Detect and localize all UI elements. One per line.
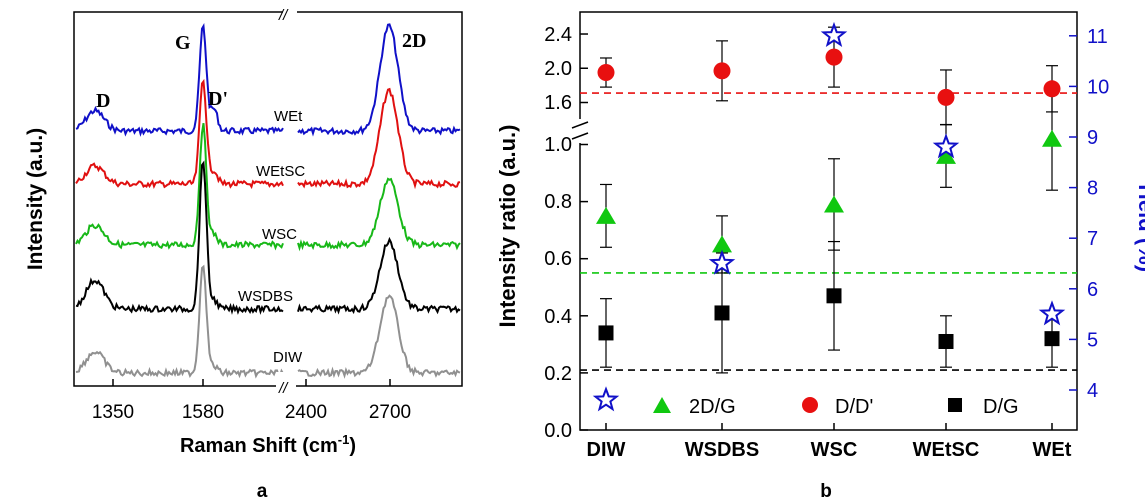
y-tick-label-2-0: 2.0: [544, 58, 572, 80]
panel-a-tick-labels: 1350 1580 2400 2700: [92, 402, 411, 423]
triangle-wetsc-marker: [936, 146, 956, 164]
spectrum-diw-left: [75, 264, 284, 379]
spectrum-wsdbs-left: [75, 160, 284, 315]
y2-tick-label-5: 5: [1087, 329, 1098, 351]
yield-star-wsc: [820, 21, 848, 48]
spectrum-wsc-right: [297, 177, 461, 252]
y-tick-label-0-6: 0.6: [544, 248, 572, 270]
series-label-wetsc: WEtSC: [256, 163, 305, 180]
series-labels: WEt WEtSC WSC WSDBS DIW: [238, 108, 305, 366]
panel-a-break: // //: [276, 0, 297, 402]
y2-tick-label-11: 11: [1087, 26, 1108, 48]
x-tick-label-2700: 2700: [369, 402, 411, 423]
square-wsc-marker: [826, 288, 842, 304]
y-tick-label-0-2: 0.2: [544, 363, 572, 385]
y-tick-label-1-0: 1.0: [544, 134, 572, 156]
legend-label-d-dprime: D/D': [835, 396, 873, 418]
series-label-wet: WEt: [274, 108, 303, 125]
y2-tick-label-6: 6: [1087, 279, 1098, 301]
panel-b-right-tick-labels: 4 5 6 7 8 9 10 11: [1087, 26, 1109, 402]
category-label-wsdbs: WSDBS: [685, 439, 759, 461]
panel-label-b: b: [820, 481, 832, 500]
y2-tick-label-9: 9: [1087, 127, 1098, 149]
y-tick-label-0-4: 0.4: [544, 306, 572, 328]
peak-labels: D G D' 2D: [96, 30, 426, 112]
legend-triangle-marker: [653, 397, 671, 413]
panel-b: 0.0 0.2 0.4 0.6 0.8 1.0 1.6 2.0 2.4 4 5 …: [495, 11, 1145, 500]
panel-b-legend: 2D/G D/D' D/G: [653, 396, 1019, 418]
panel-b-y2-axis-title: Yield (%): [1134, 180, 1145, 272]
panel-b-data-marks: [592, 21, 1066, 412]
panel-a-x-axis-title: Raman Shift (cm-1): [180, 432, 356, 457]
yield-star-diw: [592, 386, 620, 412]
axis-break-bottom: //: [278, 380, 289, 397]
triangle-wsc-marker: [824, 195, 844, 213]
square-wet-marker: [1044, 331, 1060, 347]
y2-tick-label-8: 8: [1087, 178, 1098, 200]
panel-a-y-axis-title: Intensity (a.u.): [24, 128, 47, 270]
category-label-wet: WEt: [1033, 439, 1072, 461]
square-diw-marker: [598, 325, 614, 341]
y-tick-label-1-6: 1.6: [544, 92, 572, 114]
y-tick-label-0-0: 0.0: [544, 420, 572, 442]
spectrum-wsdbs-right: [297, 236, 461, 315]
panel-b-ticks: [580, 33, 1077, 431]
panel-b-frame: [579, 11, 1078, 431]
panel-b-axis-break: [571, 119, 589, 143]
axis-break-top: //: [278, 7, 289, 24]
x-tick-label-2400: 2400: [285, 402, 327, 423]
peak-label-2d: 2D: [402, 30, 426, 52]
series-label-wsc: WSC: [262, 226, 297, 243]
legend-square-marker: [948, 398, 962, 412]
y2-tick-label-10: 10: [1087, 76, 1109, 98]
circle-wsdbs-marker: [713, 62, 731, 80]
category-label-diw: DIW: [587, 439, 626, 461]
triangle-diw-marker: [596, 206, 616, 224]
legend-label-d-g: D/G: [983, 396, 1019, 418]
legend-circle-marker: [802, 397, 818, 413]
triangle-wet-marker: [1042, 129, 1062, 147]
panel-a-ticks: [112, 379, 391, 386]
circle-wsc-marker: [825, 48, 843, 66]
legend-label-2d-g: 2D/G: [689, 396, 736, 418]
peak-label-d-prime: D': [208, 88, 228, 110]
peak-label-g: G: [175, 32, 191, 54]
square-wsdbs-marker: [714, 305, 730, 321]
category-label-wetsc: WEtSC: [913, 439, 980, 461]
panel-b-y-axis-title: Intensity ratio (a.u.): [495, 125, 520, 328]
spectrum-wet-left: [75, 23, 284, 137]
panel-a-frame: [73, 11, 463, 387]
panel-b-reference-lines: [580, 92, 1077, 371]
peak-label-d: D: [96, 90, 110, 112]
series-label-diw: DIW: [273, 349, 303, 366]
yield-star-wsdbs: [708, 249, 736, 275]
triangle-wsdbs-marker: [712, 235, 732, 253]
circle-wetsc-marker: [937, 88, 955, 106]
yield-star-wet: [1038, 300, 1066, 326]
circle-wet-marker: [1043, 80, 1061, 98]
x-tick-label-1350: 1350: [92, 402, 134, 423]
spectrum-wsc-left: [75, 123, 284, 251]
panel-a: // // 1350 1580 2400 2700 Raman Shift (c…: [24, 0, 463, 500]
spectrum-wetsc-left: [75, 78, 284, 190]
y2-tick-label-4: 4: [1087, 380, 1098, 402]
yield-star-wetsc: [932, 133, 960, 159]
x-tick-label-1580: 1580: [182, 402, 224, 423]
category-label-wsc: WSC: [811, 439, 858, 461]
panel-a-spectra: [75, 23, 461, 379]
square-wetsc-marker: [938, 333, 954, 349]
y2-tick-label-7: 7: [1087, 228, 1098, 250]
panel-label-a: a: [257, 481, 268, 500]
spectrum-diw-right: [297, 294, 461, 379]
spectrum-wet-right: [297, 23, 461, 137]
circle-diw-marker: [597, 64, 615, 82]
y-tick-label-0-8: 0.8: [544, 191, 572, 213]
series-label-wsdbs: WSDBS: [238, 288, 293, 305]
y-tick-label-2-4: 2.4: [544, 24, 572, 46]
panel-b-category-labels: DIW WSDBS WSC WEtSC WEt: [587, 439, 1072, 461]
panel-b-left-tick-labels: 0.0 0.2 0.4 0.6 0.8 1.0 1.6 2.0 2.4: [544, 24, 572, 442]
spectrum-wetsc-right: [297, 87, 461, 190]
